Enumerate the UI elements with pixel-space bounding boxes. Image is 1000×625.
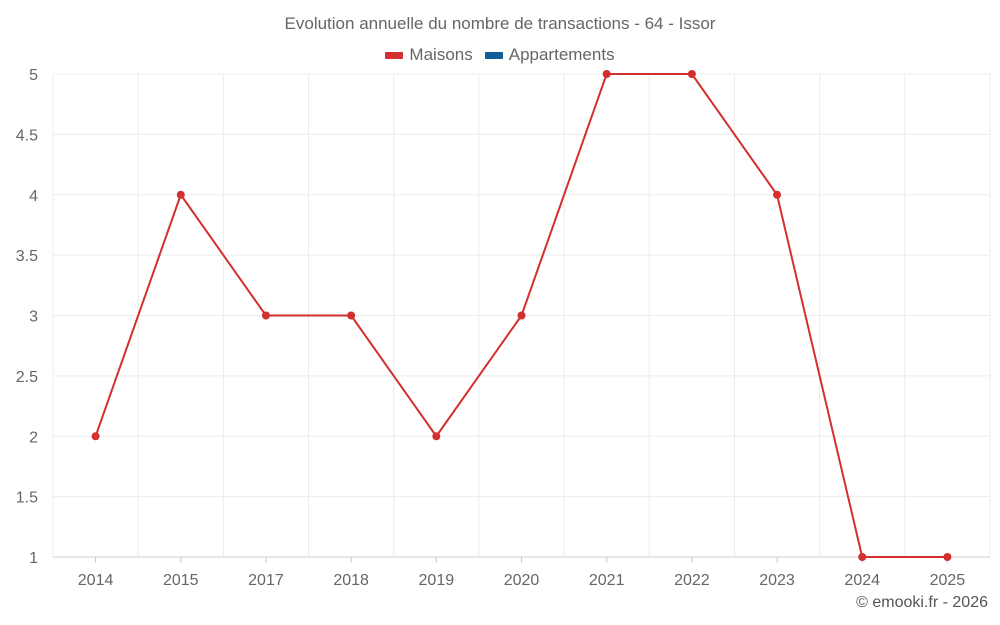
x-tick-label: 2019 xyxy=(419,572,455,589)
chart-title: Evolution annuelle du nombre de transact… xyxy=(284,14,716,33)
x-tick-label: 2020 xyxy=(504,572,540,589)
data-point xyxy=(432,432,441,441)
legend-label-maisons: Maisons xyxy=(409,45,473,64)
y-tick-label: 2.5 xyxy=(16,369,38,386)
x-tick-label: 2015 xyxy=(163,572,199,589)
data-point xyxy=(602,70,611,78)
x-tick-label: 2022 xyxy=(674,572,710,589)
data-point xyxy=(517,311,526,320)
data-point xyxy=(858,553,867,561)
legend-swatch-appartements xyxy=(484,51,503,59)
x-tick-label: 2014 xyxy=(78,572,114,589)
data-point xyxy=(347,311,356,320)
data-point xyxy=(176,190,185,199)
x-tick-label: 2025 xyxy=(930,572,966,589)
legend-label-appartements: Appartements xyxy=(508,45,615,64)
x-tick-label: 2024 xyxy=(844,572,880,589)
y-tick-label: 4.5 xyxy=(16,127,38,144)
chart-legend: Maisons Appartements xyxy=(0,45,1000,65)
x-tick-label: 2021 xyxy=(589,572,625,589)
y-tick-label: 1 xyxy=(29,550,38,567)
y-tick-label: 5 xyxy=(29,67,38,84)
data-point xyxy=(773,190,782,199)
y-tick-label: 3 xyxy=(29,309,38,326)
x-tick-label: 2023 xyxy=(759,572,795,589)
x-tick-label: 2017 xyxy=(248,572,284,589)
data-point xyxy=(943,553,952,561)
y-tick-label: 2 xyxy=(29,429,38,446)
y-tick-label: 3.5 xyxy=(16,248,38,265)
data-point xyxy=(261,311,270,320)
legend-swatch-maisons xyxy=(385,51,404,59)
legend-item-appartements[interactable]: Appartements xyxy=(484,45,615,65)
data-point xyxy=(91,432,100,441)
data-point xyxy=(687,70,696,78)
x-tick-label: 2018 xyxy=(333,572,369,589)
y-tick-label: 1.5 xyxy=(16,490,38,507)
legend-item-maisons[interactable]: Maisons xyxy=(385,45,473,65)
credit-text: © emooki.fr - 2026 xyxy=(856,594,988,611)
y-tick-label: 4 xyxy=(29,188,38,205)
